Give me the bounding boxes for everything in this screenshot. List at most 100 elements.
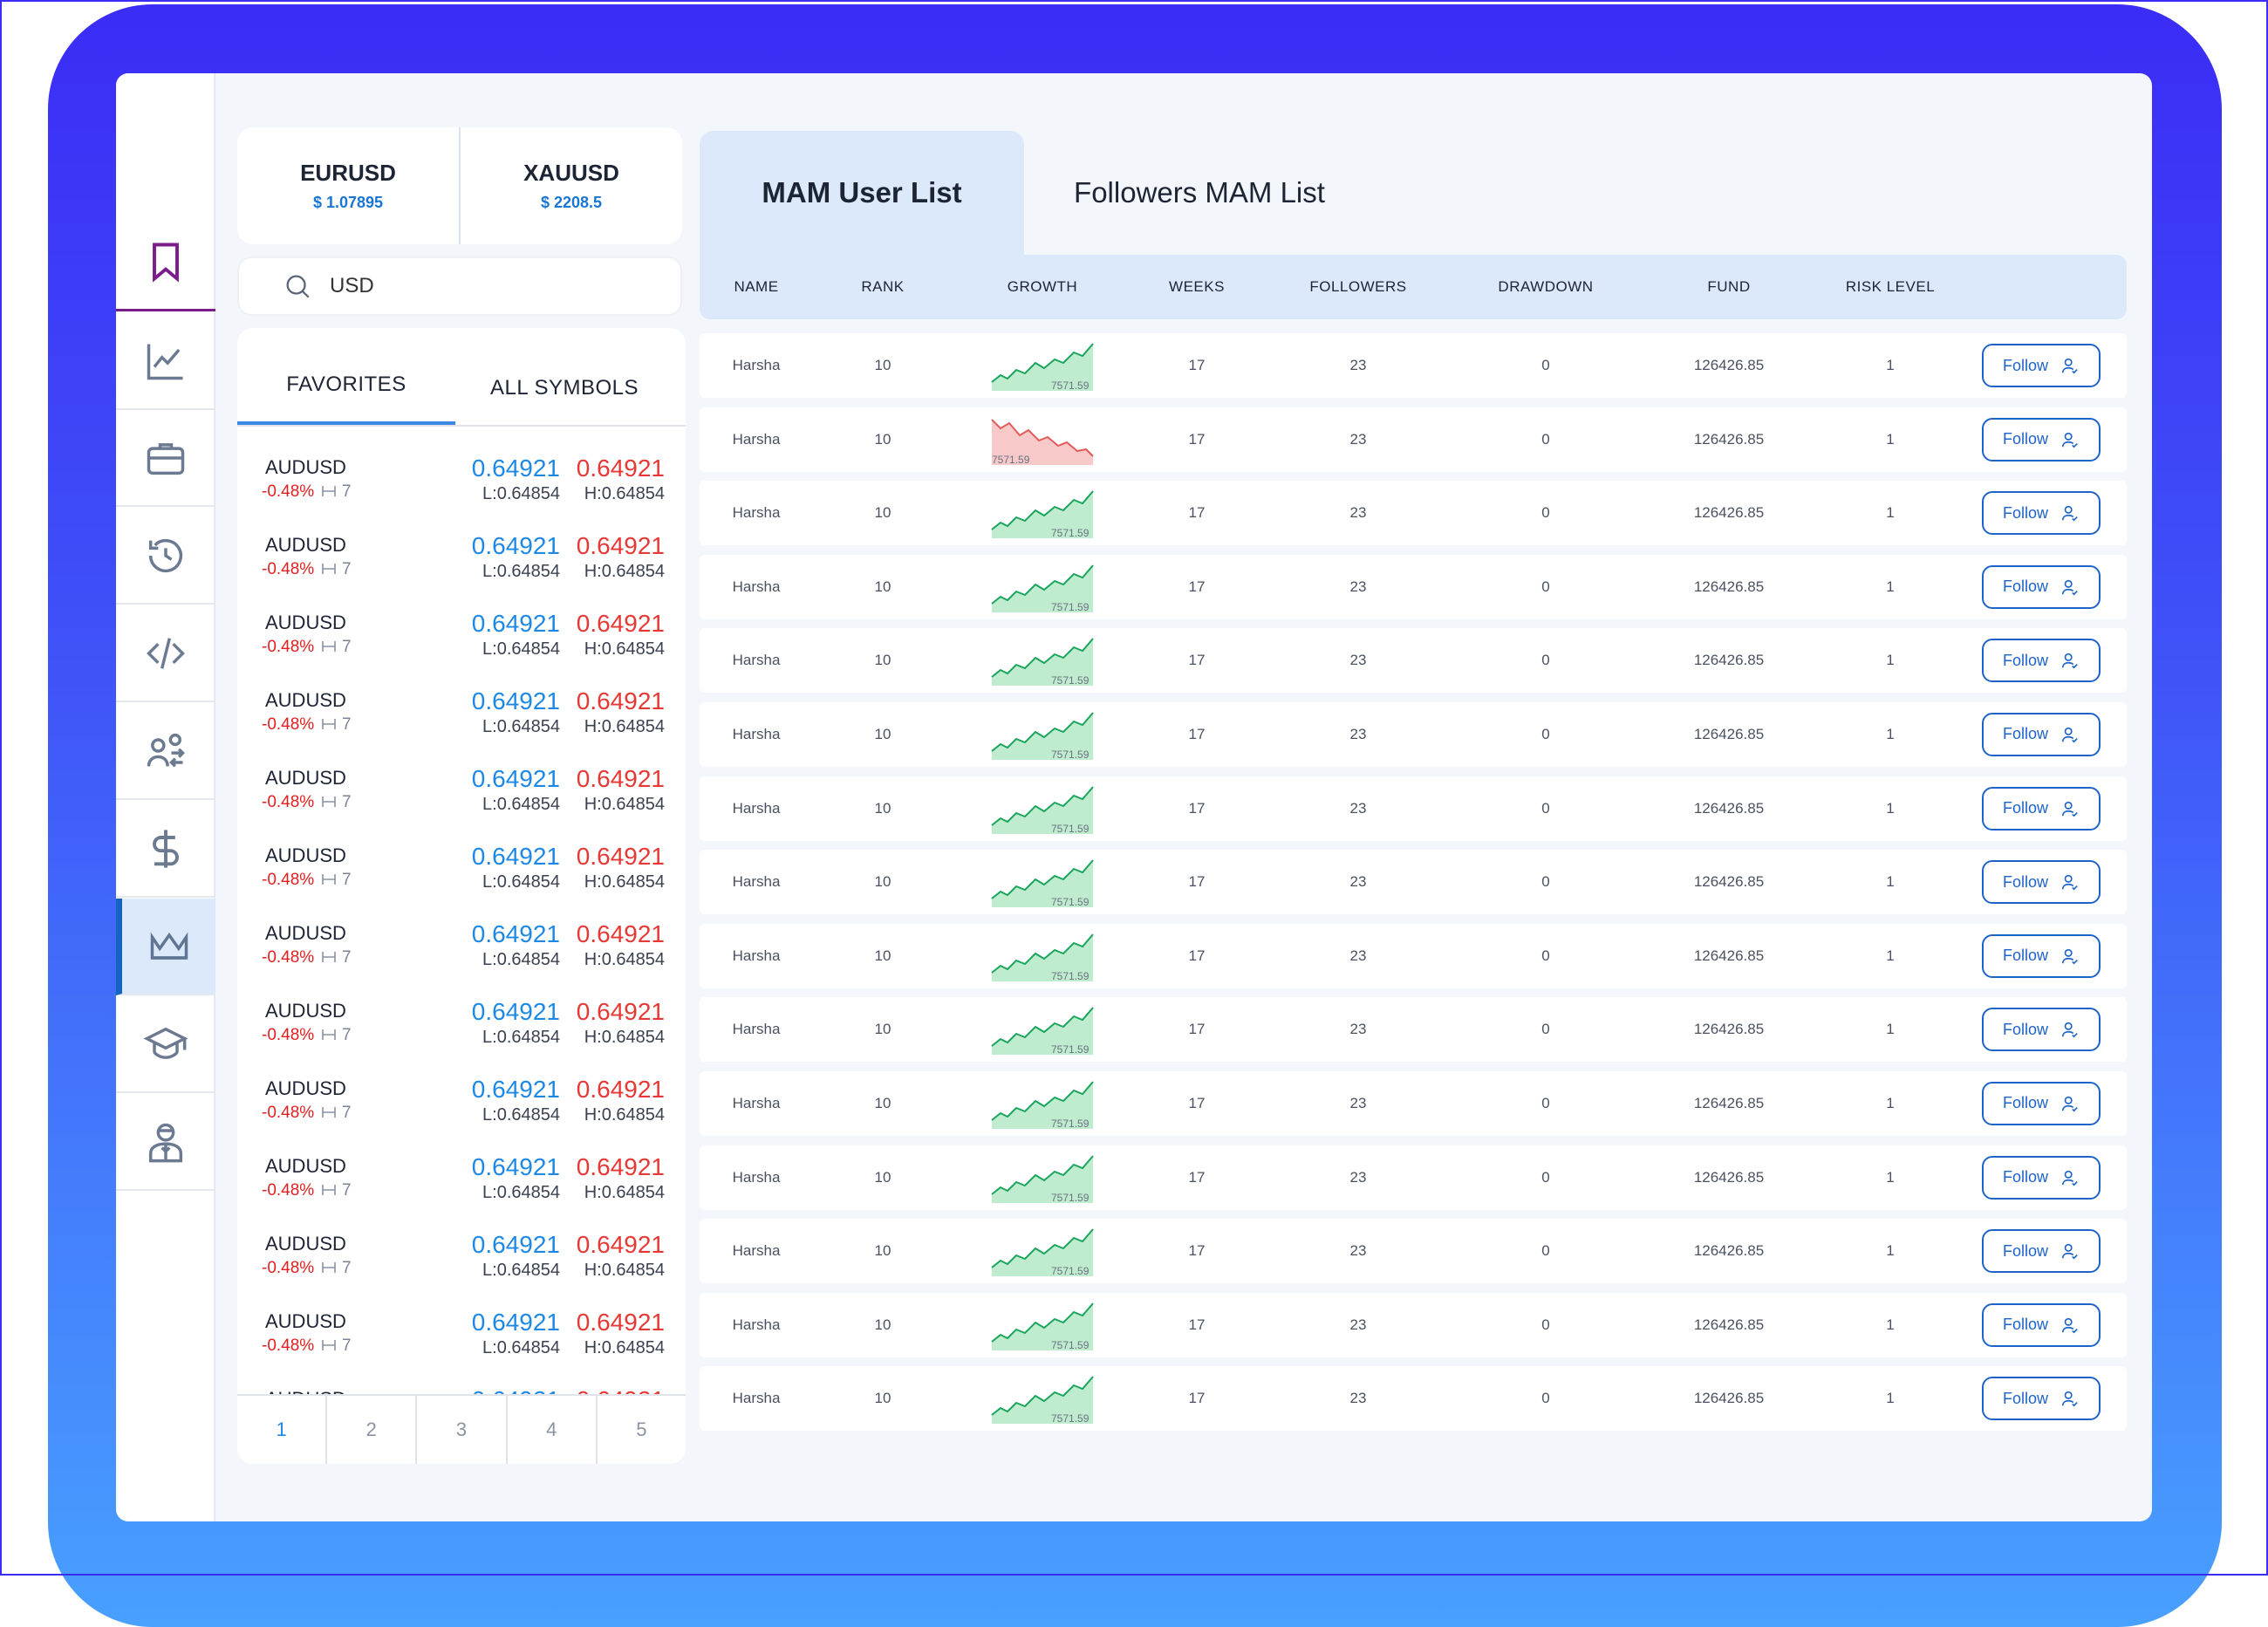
follow-label: Follow <box>2002 1020 2048 1038</box>
symbol-ask[interactable]: 0.64921 <box>576 1231 665 1258</box>
table-row[interactable]: Harsha 10 7571.59 17 23 0 126426.85 1 Follow <box>700 407 2127 472</box>
follow-button[interactable]: Follow <box>1982 1229 2101 1274</box>
growth-sparkline: 7571.59 <box>991 564 1094 612</box>
follow-button[interactable]: Follow <box>1982 344 2101 387</box>
table-row[interactable]: Harsha 10 7571.59 17 23 0 126426.85 1 Follow <box>700 997 2127 1063</box>
table-row[interactable]: Harsha 10 7571.59 17 23 0 126426.85 1 Follow <box>700 481 2127 546</box>
page-5[interactable]: 5 <box>595 1396 686 1464</box>
sidebar-item-social[interactable] <box>116 703 215 800</box>
symbol-ask[interactable]: 0.64921 <box>576 920 665 947</box>
symbol-spread: 7 <box>321 871 352 890</box>
symbol-bid[interactable]: 0.64921 <box>471 998 560 1025</box>
symbol-ask[interactable]: 0.64921 <box>576 532 665 559</box>
search-input[interactable] <box>330 274 661 298</box>
tab-mam-user-list[interactable]: MAM User List <box>700 131 1024 255</box>
sidebar-item-funds[interactable] <box>116 801 215 898</box>
symbol-ask[interactable]: 0.64921 <box>576 1076 665 1103</box>
symbol-ask[interactable]: 0.64921 <box>576 610 665 637</box>
tab-followers-mam-list[interactable]: Followers MAM List <box>1074 176 1325 209</box>
sidebar-item-education[interactable] <box>116 996 215 1093</box>
symbol-ask[interactable]: 0.64921 <box>576 687 665 714</box>
tab-favorites[interactable]: FAVORITES <box>237 328 455 425</box>
table-row[interactable]: Harsha 10 7571.59 17 23 0 126426.85 1 Follow <box>700 1070 2127 1136</box>
tab-all-symbols[interactable]: ALL SYMBOLS <box>489 376 639 400</box>
page-1[interactable]: 1 <box>276 1418 287 1440</box>
table-row[interactable]: Harsha 10 7571.59 17 23 0 126426.85 1 Follow <box>700 333 2127 398</box>
symbol-bid[interactable]: 0.64921 <box>471 920 560 947</box>
table-row[interactable]: Harsha 10 7571.59 17 23 0 126426.85 1 Follow <box>700 923 2127 988</box>
user-fund: 126426.85 <box>1693 1242 1765 1260</box>
page-3[interactable]: 3 <box>415 1396 505 1464</box>
symbol-bid[interactable]: 0.64921 <box>471 1231 560 1258</box>
follow-button[interactable]: Follow <box>1982 1008 2101 1052</box>
table-row[interactable]: Harsha 10 7571.59 17 23 0 126426.85 1 Follow <box>700 1145 2127 1210</box>
follow-button[interactable]: Follow <box>1982 564 2101 609</box>
sidebar-item-support[interactable] <box>116 1094 215 1191</box>
sidebar-item-portfolio[interactable] <box>116 410 215 507</box>
table-row[interactable]: Harsha 10 7571.59 17 23 0 126426.85 1 Follow <box>700 701 2127 767</box>
symbol-bid[interactable]: 0.64921 <box>471 687 560 714</box>
follow-button[interactable]: Follow <box>1982 860 2101 905</box>
symbol-ask[interactable]: 0.64921 <box>576 843 665 870</box>
page-4[interactable]: 4 <box>505 1396 596 1464</box>
follow-button[interactable]: Follow <box>1982 712 2101 756</box>
follow-button[interactable]: Follow <box>1982 786 2101 831</box>
user-risk-level: 1 <box>1886 873 1895 891</box>
table-row[interactable]: Harsha 10 7571.59 17 23 0 126426.85 1 Follow <box>700 1366 2127 1432</box>
spread-icon <box>322 1340 336 1350</box>
table-row[interactable]: Harsha 10 7571.59 17 23 0 126426.85 1 Follow <box>700 1292 2127 1357</box>
symbol-bid[interactable]: 0.64921 <box>471 1076 560 1103</box>
follow-button[interactable]: Follow <box>1982 639 2101 683</box>
table-row[interactable]: Harsha 10 7571.59 17 23 0 126426.85 1 Follow <box>700 628 2127 694</box>
follow-button[interactable]: Follow <box>1982 1155 2101 1200</box>
sidebar-item-api[interactable] <box>116 605 215 702</box>
code-icon <box>147 637 185 669</box>
table-row[interactable]: Harsha 10 7571.59 17 23 0 126426.85 1 Follow <box>700 1219 2127 1284</box>
symbol-ask[interactable]: 0.64921 <box>576 455 665 482</box>
sidebar-item-charts[interactable] <box>116 313 215 410</box>
follow-button[interactable]: Follow <box>1982 1081 2101 1125</box>
table-row[interactable]: Harsha 10 7571.59 17 23 0 126426.85 1 Follow <box>700 554 2127 619</box>
symbol-ask[interactable]: 0.64921 <box>576 998 665 1025</box>
symbol-bid[interactable]: 0.64921 <box>471 532 560 559</box>
user-drawdown: 0 <box>1541 357 1550 373</box>
symbol-bid[interactable]: 0.64921 <box>471 455 560 482</box>
follow-button[interactable]: Follow <box>1982 1302 2101 1347</box>
symbol-bid[interactable]: 0.64921 <box>471 765 560 792</box>
symbol-bid[interactable]: 0.64921 <box>471 610 560 637</box>
growth-sparkline: 7571.59 <box>991 712 1094 760</box>
symbol-bid[interactable]: 0.64921 <box>471 1153 560 1180</box>
ticker-eurusd[interactable]: EURUSD $ 1.07895 <box>237 127 459 244</box>
symbol-ask[interactable]: 0.64921 <box>576 1153 665 1180</box>
user-risk-level: 1 <box>1886 725 1895 742</box>
table-row[interactable]: Harsha 10 7571.59 17 23 0 126426.85 1 Follow <box>700 850 2127 915</box>
follow-button[interactable]: Follow <box>1982 1377 2101 1421</box>
follow-button[interactable]: Follow <box>1982 933 2101 978</box>
symbol-bid[interactable]: 0.64921 <box>471 1309 560 1336</box>
user-name: Harsha <box>732 1094 781 1111</box>
follow-button[interactable]: Follow <box>1982 417 2101 461</box>
sidebar-item-bookmarks[interactable] <box>116 215 215 311</box>
table-row[interactable]: Harsha 10 7571.59 17 23 0 126426.85 1 Follow <box>700 776 2127 841</box>
sidebar-item-mam[interactable] <box>116 899 215 995</box>
symbol-ask[interactable]: 0.64921 <box>576 765 665 792</box>
follow-button[interactable]: Follow <box>1982 491 2101 536</box>
user-fund: 126426.85 <box>1693 1021 1765 1038</box>
ticker-xauusd[interactable]: XAUUSD $ 2208.5 <box>459 127 682 244</box>
symbol-ask[interactable]: 0.64921 <box>576 1309 665 1336</box>
sidebar-item-history[interactable] <box>116 508 215 605</box>
page-2[interactable]: 2 <box>325 1396 415 1464</box>
symbol-bid[interactable]: 0.64921 <box>471 843 560 870</box>
